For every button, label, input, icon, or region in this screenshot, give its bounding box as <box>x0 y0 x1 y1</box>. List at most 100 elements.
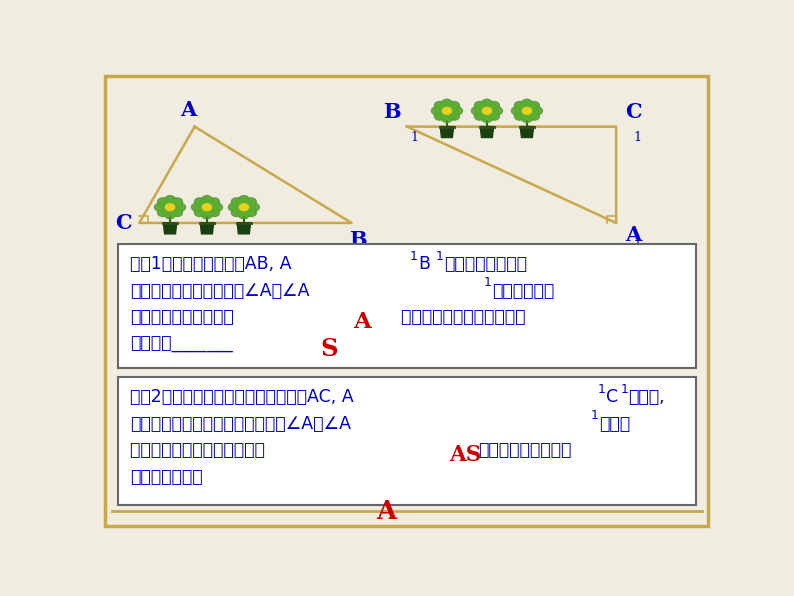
Circle shape <box>157 198 168 206</box>
Text: 的长度，再用量角: 的长度，再用量角 <box>444 255 527 273</box>
Circle shape <box>532 107 542 114</box>
Text: A: A <box>626 225 642 246</box>
Circle shape <box>209 209 219 216</box>
Circle shape <box>434 101 445 109</box>
Circle shape <box>482 100 492 107</box>
Circle shape <box>482 114 492 122</box>
Circle shape <box>172 198 183 206</box>
Polygon shape <box>520 126 534 138</box>
Circle shape <box>452 107 462 114</box>
Circle shape <box>165 195 175 203</box>
Text: 器量出其中一个锐角（如∠A与∠A: 器量出其中一个锐角（如∠A与∠A <box>130 282 310 300</box>
Text: 1: 1 <box>634 237 642 250</box>
Text: B: B <box>384 102 401 122</box>
Text: ）的大: ）的大 <box>599 415 630 433</box>
Circle shape <box>449 101 460 109</box>
Circle shape <box>246 209 256 216</box>
Circle shape <box>229 203 239 211</box>
Circle shape <box>175 203 186 211</box>
Text: 再用量角器量出其中一个锐角（如∠A与∠A: 再用量角器量出其中一个锐角（如∠A与∠A <box>130 415 351 433</box>
Text: B: B <box>418 255 430 273</box>
Circle shape <box>449 113 460 120</box>
Bar <box>118 377 696 505</box>
Circle shape <box>239 211 249 219</box>
Circle shape <box>435 103 458 119</box>
Text: ）可以证明两直角三角形是: ）可以证明两直角三角形是 <box>380 308 526 327</box>
Text: 1: 1 <box>410 131 418 144</box>
Circle shape <box>159 198 182 216</box>
Circle shape <box>157 209 168 216</box>
Circle shape <box>434 113 445 120</box>
Circle shape <box>212 203 222 211</box>
Circle shape <box>246 198 256 206</box>
Circle shape <box>476 103 499 119</box>
Text: 1: 1 <box>621 383 629 396</box>
Text: AS: AS <box>449 443 481 465</box>
Circle shape <box>233 198 256 216</box>
Circle shape <box>475 101 485 109</box>
Text: 全等的。_______: 全等的。_______ <box>130 335 233 353</box>
Text: 方法2：用直尺量出不被遮住的直角边AC, A: 方法2：用直尺量出不被遮住的直角边AC, A <box>130 388 353 406</box>
Circle shape <box>239 204 249 210</box>
Polygon shape <box>480 126 494 138</box>
Text: ）可以证明两直角三: ）可以证明两直角三 <box>478 442 571 460</box>
Polygon shape <box>164 223 177 234</box>
Bar <box>118 244 696 368</box>
Text: A: A <box>180 100 197 120</box>
Text: 1: 1 <box>484 276 491 289</box>
Circle shape <box>472 107 482 114</box>
Text: 方法1：用直尺量出斜边AB, A: 方法1：用直尺量出斜边AB, A <box>130 255 291 273</box>
Circle shape <box>209 198 219 206</box>
Circle shape <box>202 204 211 210</box>
Circle shape <box>515 103 538 119</box>
Circle shape <box>475 113 485 120</box>
Circle shape <box>195 198 205 206</box>
Circle shape <box>202 195 212 203</box>
Polygon shape <box>440 126 453 138</box>
Text: 1: 1 <box>598 383 606 396</box>
Circle shape <box>231 209 241 216</box>
Text: S: S <box>321 337 338 361</box>
Text: A: A <box>376 499 396 524</box>
Circle shape <box>195 198 218 216</box>
Text: C: C <box>606 388 618 406</box>
Circle shape <box>442 107 452 114</box>
Text: 1: 1 <box>634 131 642 144</box>
Circle shape <box>231 198 241 206</box>
Text: 角形是全等的。: 角形是全等的。 <box>130 468 202 486</box>
Circle shape <box>431 107 441 114</box>
Text: 1: 1 <box>436 250 444 263</box>
Text: 的长度,: 的长度, <box>629 388 665 406</box>
Circle shape <box>515 101 525 109</box>
Text: 它们对应相等，据根（: 它们对应相等，据根（ <box>130 308 233 327</box>
Circle shape <box>529 113 539 120</box>
Circle shape <box>489 101 499 109</box>
Circle shape <box>511 107 522 114</box>
Circle shape <box>165 211 175 219</box>
Circle shape <box>172 209 183 216</box>
Circle shape <box>441 114 452 122</box>
Text: 小，若它们对应相等，据根（: 小，若它们对应相等，据根（ <box>130 442 276 460</box>
Text: 1: 1 <box>410 250 418 263</box>
Circle shape <box>489 113 499 120</box>
Circle shape <box>191 203 202 211</box>
Circle shape <box>249 203 260 211</box>
Circle shape <box>492 107 503 114</box>
Text: 1: 1 <box>590 409 598 423</box>
Text: ）的大小，若: ）的大小，若 <box>491 282 554 300</box>
Polygon shape <box>200 223 214 234</box>
Circle shape <box>482 107 491 114</box>
Circle shape <box>165 204 175 210</box>
Circle shape <box>155 203 165 211</box>
Circle shape <box>522 107 531 114</box>
Text: B: B <box>349 230 367 250</box>
Circle shape <box>529 101 539 109</box>
Text: A: A <box>353 311 371 333</box>
Circle shape <box>195 209 205 216</box>
Circle shape <box>441 100 452 107</box>
Circle shape <box>522 100 532 107</box>
Circle shape <box>522 114 532 122</box>
Circle shape <box>515 113 525 120</box>
Text: C: C <box>116 213 132 233</box>
Polygon shape <box>237 223 251 234</box>
